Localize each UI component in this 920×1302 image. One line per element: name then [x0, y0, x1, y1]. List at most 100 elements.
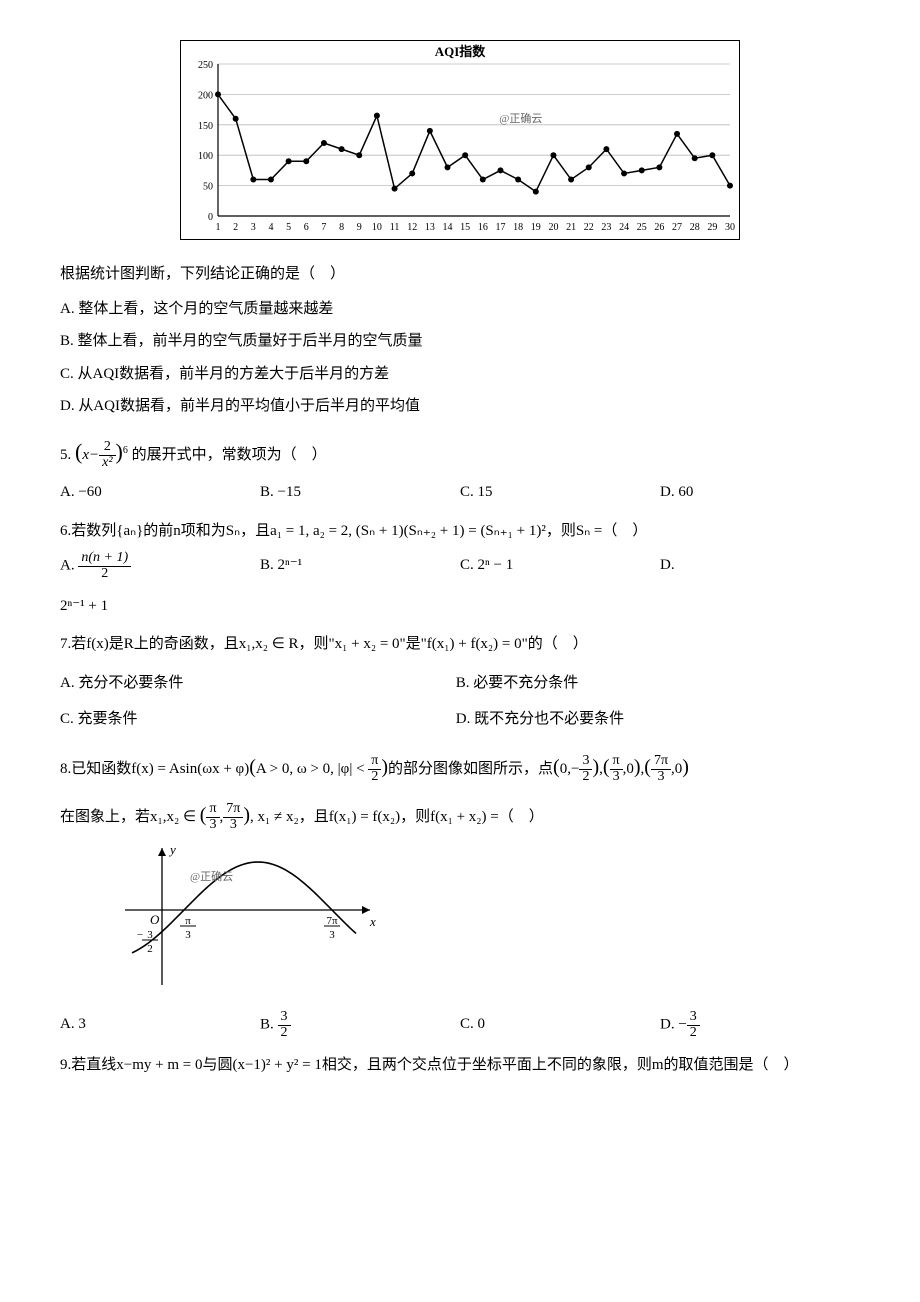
q6-opt-b: B. 2ⁿ⁻¹: [260, 551, 460, 581]
q6-a-num: n(n + 1): [78, 551, 131, 567]
svg-text:2: 2: [147, 943, 153, 955]
q6-a-den: 2: [78, 567, 131, 582]
svg-text:−: −: [137, 929, 143, 941]
q8-graph-container: yxOπ37π3−32@正确云: [120, 840, 860, 1001]
q8-pt2n: π: [610, 754, 623, 770]
q8-s1a: 8.已知函数f(x) = Asin(ωx + φ): [60, 761, 249, 777]
svg-text:π: π: [185, 915, 191, 927]
svg-text:30: 30: [725, 222, 735, 233]
svg-text:O: O: [150, 912, 160, 927]
svg-text:23: 23: [601, 222, 611, 233]
q4-options: A. 整体上看，这个月的空气质量越来越差 B. 整体上看，前半月的空气质量好于后…: [60, 295, 860, 421]
q5-prefix: 5.: [60, 447, 71, 463]
q8-s1c: 的部分图像如图所示，点: [388, 761, 553, 777]
q5-suffix: 的展开式中，常数项为（ ）: [132, 447, 327, 463]
q5-opt-d: D. 60: [660, 478, 860, 507]
svg-text:13: 13: [425, 222, 435, 233]
q8-r1n: π: [206, 802, 219, 818]
svg-text:7: 7: [321, 222, 326, 233]
svg-text:AQI指数: AQI指数: [435, 44, 487, 59]
svg-text:17: 17: [495, 222, 505, 233]
svg-text:250: 250: [198, 60, 213, 71]
q8-pt1a: 0,−: [560, 761, 580, 777]
q8-opt-a: A. 3: [60, 1010, 260, 1040]
q7-opt-c: C. 充要条件: [60, 705, 452, 734]
svg-text:16: 16: [478, 222, 488, 233]
q5-frac-den: x²: [99, 456, 115, 471]
q8-pt3n: 7π: [651, 754, 671, 770]
q6-options: A. n(n + 1)2 B. 2ⁿ⁻¹ C. 2ⁿ − 1 D.: [60, 551, 860, 581]
q8-pi2n: π: [368, 754, 381, 770]
svg-text:19: 19: [531, 222, 541, 233]
q8-bn: 3: [278, 1010, 291, 1026]
q7-options: A. 充分不必要条件 B. 必要不充分条件 C. 充要条件 D. 既不充分也不必…: [60, 665, 860, 738]
svg-text:6: 6: [304, 222, 309, 233]
svg-text:2: 2: [233, 222, 238, 233]
svg-text:10: 10: [372, 222, 382, 233]
svg-text:5: 5: [286, 222, 291, 233]
svg-text:15: 15: [460, 222, 470, 233]
q8-pt1n: 3: [579, 754, 592, 770]
q5-opt-b: B. −15: [260, 478, 460, 507]
q5-exp: 6: [123, 445, 128, 456]
q8-options: A. 3 B. 32 C. 0 D. −32: [60, 1010, 860, 1040]
q7-opt-b: B. 必要不充分条件: [456, 669, 848, 698]
svg-text:11: 11: [390, 222, 400, 233]
q8-dn: 3: [687, 1010, 700, 1026]
svg-text:x: x: [369, 914, 376, 929]
q8-stem-line2: 在图象上，若x₁,x₂ ∈ (π3,7π3), x₁ ≠ x₂，且f(x₁) =…: [60, 796, 860, 834]
q5-frac-num: 2: [99, 440, 115, 456]
svg-text:3: 3: [251, 222, 256, 233]
svg-text:26: 26: [654, 222, 664, 233]
q8-d-label: D. −: [660, 1017, 687, 1033]
q9-stem: 9.若直线x−my + m = 0与圆(x−1)² + y² = 1相交，且两个…: [60, 1051, 860, 1080]
q4-stem: 根据统计图判断，下列结论正确的是（ ）: [60, 260, 860, 289]
svg-text:18: 18: [513, 222, 523, 233]
q4-opt-b: B. 整体上看，前半月的空气质量好于后半月的空气质量: [60, 327, 860, 356]
q5-options: A. −60 B. −15 C. 15 D. 60: [60, 478, 860, 507]
svg-text:9: 9: [357, 222, 362, 233]
svg-text:150: 150: [198, 121, 213, 132]
q5-stem: 5. (x−2x²)6 的展开式中，常数项为（ ）: [60, 431, 860, 473]
q7-stem: 7.若f(x)是R上的奇函数，且x₁,x₂ ∈ R，则"x₁ + x₂ = 0"…: [60, 630, 860, 659]
svg-text:3: 3: [147, 929, 153, 941]
q4-opt-c: C. 从AQI数据看，前半月的方差大于后半月的方差: [60, 360, 860, 389]
q8-r1d: 3: [206, 818, 219, 833]
aqi-chart-container: AQI指数05010015020025012345678910111213141…: [60, 40, 860, 240]
q8-pt2b: ,0: [623, 761, 634, 777]
q8-pt1d: 2: [579, 770, 592, 785]
q4-opt-a: A. 整体上看，这个月的空气质量越来越差: [60, 295, 860, 324]
svg-text:7π: 7π: [326, 915, 338, 927]
q8-opt-c: C. 0: [460, 1010, 660, 1040]
svg-text:8: 8: [339, 222, 344, 233]
svg-text:27: 27: [672, 222, 682, 233]
svg-text:@正确云: @正确云: [499, 112, 542, 125]
q5-frac: 2x²: [99, 440, 115, 470]
q7-opt-d: D. 既不充分也不必要条件: [456, 705, 848, 734]
q8-pi2d: 2: [368, 770, 381, 785]
q8-r2n: 7π: [223, 802, 243, 818]
svg-text:50: 50: [203, 182, 213, 193]
svg-text:22: 22: [584, 222, 594, 233]
svg-text:21: 21: [566, 222, 576, 233]
q8-stem-line1: 8.已知函数f(x) = Asin(ωx + φ)(A > 0, ω > 0, …: [60, 748, 860, 786]
q5-opt-c: C. 15: [460, 478, 660, 507]
svg-text:25: 25: [637, 222, 647, 233]
svg-text:0: 0: [208, 212, 213, 223]
q8-opt-d: D. −32: [660, 1010, 860, 1040]
q6-a-label: A.: [60, 558, 78, 574]
svg-text:200: 200: [198, 90, 213, 101]
aqi-chart: AQI指数05010015020025012345678910111213141…: [180, 40, 740, 240]
svg-text:12: 12: [407, 222, 417, 233]
svg-text:29: 29: [707, 222, 717, 233]
svg-text:y: y: [168, 842, 176, 857]
q8-pt3d: 3: [651, 770, 671, 785]
q5-opt-a: A. −60: [60, 478, 260, 507]
svg-text:3: 3: [329, 929, 335, 941]
svg-text:100: 100: [198, 151, 213, 162]
svg-text:1: 1: [216, 222, 221, 233]
svg-text:28: 28: [690, 222, 700, 233]
svg-text:24: 24: [619, 222, 629, 233]
svg-text:@正确云: @正确云: [190, 870, 233, 883]
q8-bd: 2: [278, 1026, 291, 1041]
